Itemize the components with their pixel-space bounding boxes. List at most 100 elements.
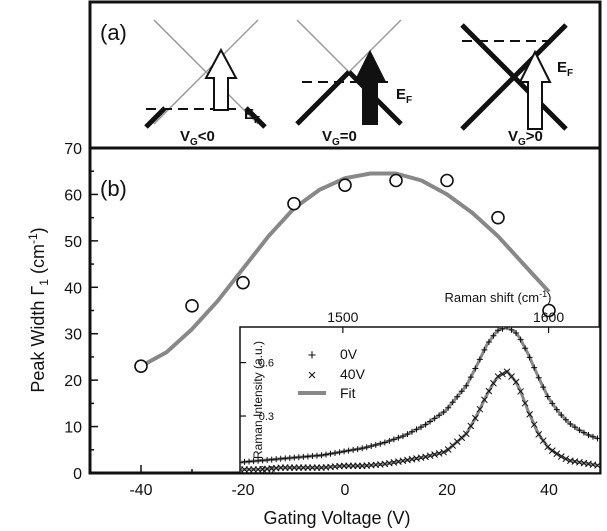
inset-point-0v [463,382,470,389]
inset-point-40v [467,422,475,430]
inset-point-0v [431,415,438,422]
legend-label-0v: 0V [340,346,358,362]
inset-point-0v [449,399,456,406]
inset-point-0v [381,439,388,446]
inset-frame [239,326,601,474]
fit-curve-group [140,171,551,368]
inset-point-40v [517,388,524,395]
panel-a-label: (a) [100,20,127,45]
inset-point-0v [472,365,479,372]
inset-fit-line [240,369,599,471]
legend-marker-cross: × [308,367,317,384]
main-axis-ticks: -40 -20 0 20 40 0 10 20 30 40 50 60 70 [64,141,601,499]
filled-band-right [244,106,267,129]
fermi-label: EF [244,106,260,126]
x-tick-label: 0 [341,482,350,499]
inset-point-40v [526,411,533,418]
inset-point-0v [445,404,452,411]
gate-condition-label: VG>0 [508,128,543,148]
inset-series-group [240,327,600,473]
inset-point-0v [399,433,406,440]
data-point [236,275,250,290]
data-point [542,303,556,318]
inset-point-0v [354,446,361,453]
inset-point-0v [350,446,357,453]
inset-point-0v [590,433,597,440]
filled-band-left [295,70,351,126]
inset-point-0v [458,388,465,395]
inset-point-0v [395,434,402,441]
diagram-vg-zero: EF VG=0 [295,19,412,148]
x-tick-label: -40 [129,482,152,499]
x-tick-label: 20 [438,482,456,499]
gate-condition-label: VG=0 [322,128,357,148]
inset-point-0v [368,443,375,450]
inset-point-0v [576,427,583,434]
inset-point-0v [540,384,547,391]
inset-point-0v [562,416,569,423]
inset-point-40v [548,447,556,454]
y-tick-label: 40 [64,280,82,297]
inset-point-0v [490,332,497,339]
inset-point-0v [408,428,415,435]
inset-point-40v [530,421,538,428]
gate-condition-label: VG<0 [180,128,215,148]
y-tick-label: 60 [64,187,82,204]
x-axis-label: Gating Voltage (V) [263,508,410,528]
inset-point-0v [413,426,420,433]
inset-point-0v [345,447,352,454]
inset-point-0v [322,451,329,458]
inset-point-0v [336,449,343,456]
inset-point-0v [386,437,393,444]
inset-y-axis-label: Raman Intensity (a.u.) [251,341,265,459]
inset-point-40v [508,373,515,380]
inset-x-tick-label: 1500 [327,309,358,325]
y-tick-label: 30 [64,327,82,344]
y-tick-label: 70 [64,141,82,158]
legend-label-40v: 40V [340,366,366,382]
inset-point-0v [553,406,560,413]
filled-band-left [144,106,167,129]
y-tick-label: 0 [73,466,82,483]
inset-point-40v [521,399,529,407]
legend-label-fit: Fit [340,385,356,401]
inset-point-0v [327,450,334,457]
inset-point-0v [377,440,384,447]
data-point [185,299,199,313]
inset-point-40v [594,462,600,469]
inset-point-0v [504,327,511,331]
inset-point-0v [580,429,587,436]
inset-point-0v [440,409,447,416]
inset-point-40v [471,414,479,422]
inset-point-0v [454,393,461,400]
inset-point-40v [481,396,488,404]
inset-point-40v [539,437,547,445]
y-tick-label: 20 [64,373,82,390]
inset-point-0v [422,421,429,428]
inset-y-tick-label: 0.6 [259,358,274,370]
inset-point-40v [544,443,552,451]
x-tick-label: -20 [231,482,254,499]
inset-point-0v [404,431,411,438]
legend-marker-plus: + [308,347,317,364]
inset-point-0v [594,435,600,442]
inset-point-0v [436,412,443,419]
inset-point-0v [359,445,366,452]
inset-point-0v [571,424,578,431]
inset-point-0v [418,424,425,431]
energy-shift-arrow-icon [518,49,552,130]
inset-point-40v [476,405,484,413]
inset-point-0v [544,393,551,400]
y-tick-label: 10 [64,420,82,437]
inset-point-0v [476,356,483,363]
inset-point-0v [567,421,574,428]
inset-point-0v [318,452,325,459]
panel-b-label: (b) [100,176,127,201]
inset-point-0v [494,327,501,334]
energy-shift-arrow-icon [204,47,238,111]
inset-point-40v [462,430,470,438]
data-points-group [134,173,556,374]
inset-point-40v [512,378,520,386]
cone-line-light [153,19,259,125]
